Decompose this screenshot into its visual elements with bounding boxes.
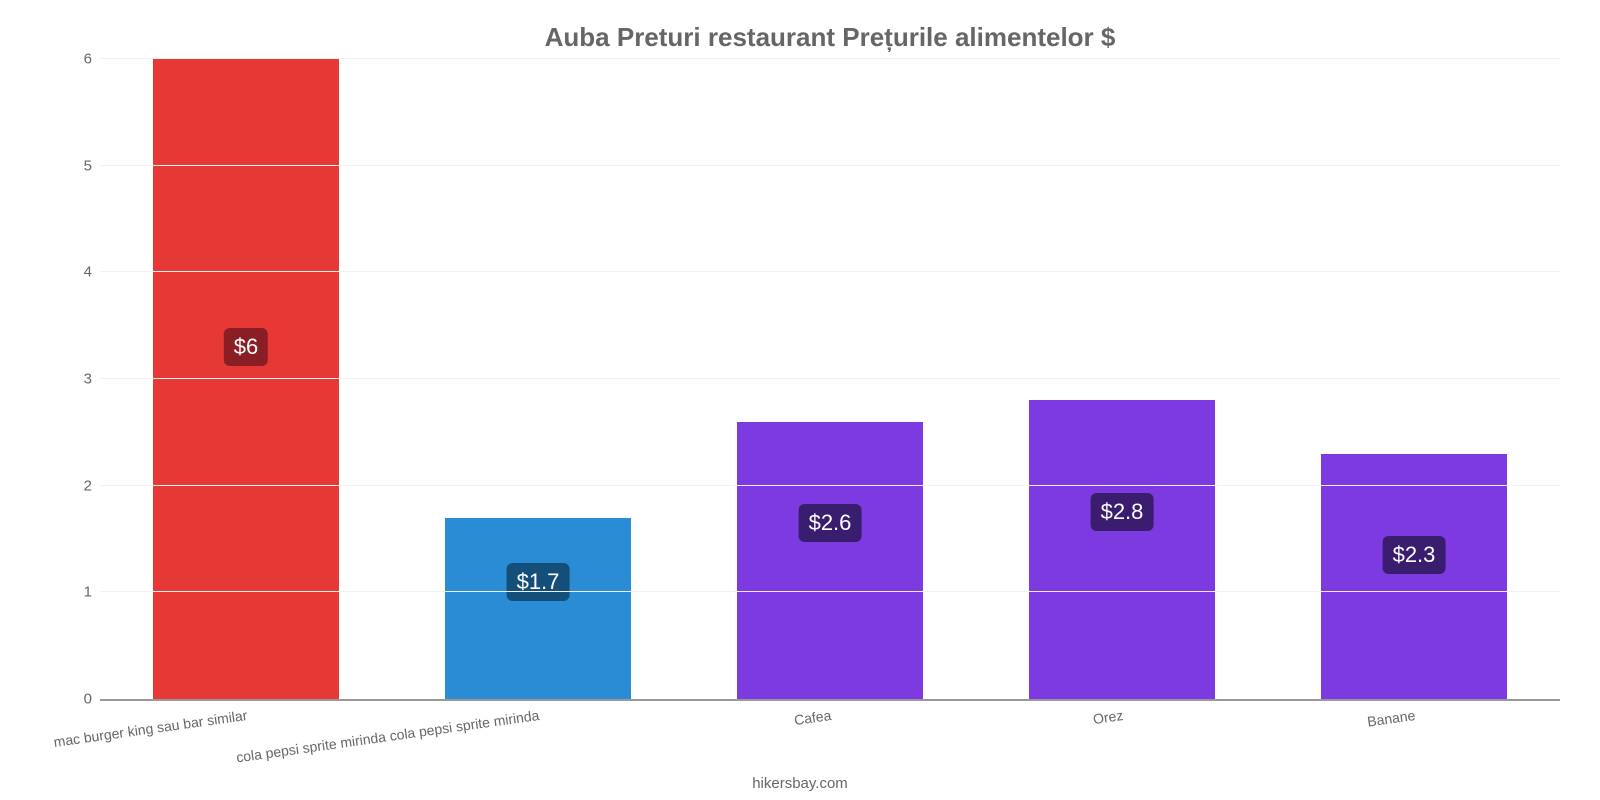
grid-line: [100, 485, 1560, 486]
bars-group: $6 $1.7 $2.6 $2.8 $2.3: [100, 61, 1560, 699]
y-tick-label: 6: [60, 51, 92, 68]
bar-slot: $2.6: [684, 61, 976, 699]
x-label-slot: cola pepsi sprite mirinda cola pepsi spr…: [392, 701, 684, 761]
x-tick-label: Orez: [1092, 707, 1124, 727]
value-badge: $6: [224, 328, 268, 366]
y-tick-label: 3: [60, 371, 92, 388]
y-tick-label: 2: [60, 477, 92, 494]
y-tick-label: 5: [60, 157, 92, 174]
chart-title: Auba Preturi restaurant Prețurile alimen…: [100, 10, 1560, 61]
x-axis-labels: mac burger king sau bar similarcola peps…: [100, 701, 1560, 761]
y-tick-label: 0: [60, 691, 92, 708]
y-tick-label: 1: [60, 584, 92, 601]
grid-line: [100, 591, 1560, 592]
bar: $2.3: [1321, 454, 1508, 699]
bar: $2.6: [737, 422, 924, 699]
bar-slot: $6: [100, 61, 392, 699]
x-label-slot: Banane: [1268, 701, 1560, 761]
bar: $1.7: [445, 518, 632, 699]
x-label-slot: Orez: [976, 701, 1268, 761]
plot-area: $6$1.7$2.6$2.8$2.3 0123456: [100, 61, 1560, 701]
grid-line: [100, 58, 1560, 59]
bar: $6: [153, 59, 340, 699]
x-tick-label: Cafea: [793, 707, 832, 728]
bar-slot: $2.3: [1268, 61, 1560, 699]
value-badge: $2.8: [1091, 493, 1154, 531]
bar-slot: $2.8: [976, 61, 1268, 699]
bar-slot: $1.7: [392, 61, 684, 699]
grid-line: [100, 165, 1560, 166]
value-badge: $1.7: [507, 563, 570, 601]
value-badge: $2.6: [799, 504, 862, 542]
credit-label: hikersbay.com: [0, 775, 1600, 792]
bar: $2.8: [1029, 400, 1216, 699]
value-badge: $2.3: [1383, 536, 1446, 574]
grid-line: [100, 271, 1560, 272]
x-label-slot: Cafea: [684, 701, 976, 761]
x-tick-label: mac burger king sau bar similar: [53, 707, 249, 750]
y-tick-label: 4: [60, 264, 92, 281]
chart-container: Auba Preturi restaurant Prețurile alimen…: [0, 0, 1600, 800]
x-tick-label: Banane: [1366, 707, 1416, 730]
grid-line: [100, 378, 1560, 379]
